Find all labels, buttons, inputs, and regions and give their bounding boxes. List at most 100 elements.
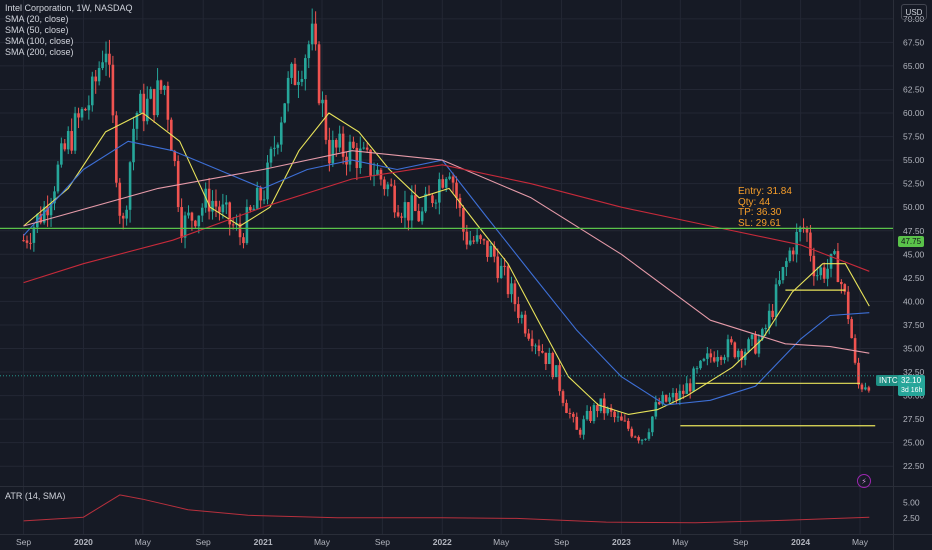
candle-body [702, 358, 706, 361]
candle-body [640, 439, 644, 441]
y-tick-label: 25.00 [903, 438, 925, 448]
candle-body [386, 184, 390, 190]
last-price: 32.10 [901, 376, 922, 385]
y-tick-label: 32.50 [903, 367, 925, 377]
candle-body [451, 176, 455, 183]
candle-body [400, 216, 403, 218]
candle-body [259, 187, 262, 201]
candle-body [592, 405, 596, 422]
candle-body [706, 353, 709, 359]
candle-body [736, 350, 740, 358]
legend-sma100[interactable]: SMA (100, close) [5, 36, 74, 46]
ticker-tag: INTC [876, 375, 901, 386]
candle-body [365, 147, 369, 150]
candle-body [255, 187, 259, 209]
candle-body [328, 139, 331, 164]
y-tick-label: 55.00 [903, 155, 925, 165]
candle-body [94, 76, 98, 82]
candle-body [262, 199, 266, 201]
candle-body [537, 345, 541, 352]
legend-sma20[interactable]: SMA (20, close) [5, 14, 69, 24]
candle-body [66, 131, 70, 150]
candle-body [767, 310, 771, 329]
atr-legend[interactable]: ATR (14, SMA) [5, 491, 66, 501]
sma-line-3 [23, 150, 870, 354]
candle-body [63, 143, 67, 150]
candle-body [142, 93, 146, 122]
candle-body [620, 416, 623, 421]
candle-body [857, 362, 860, 385]
candle-body [348, 141, 352, 165]
candle-body [338, 133, 341, 148]
candle-body [166, 85, 170, 120]
candle-body [530, 338, 534, 347]
candle-body [362, 147, 366, 149]
y-tick-label: 70.00 [903, 14, 925, 24]
candles [22, 8, 871, 445]
candle-body [754, 334, 757, 354]
candle-body [475, 235, 479, 242]
candle-body [860, 384, 864, 390]
candle-body [283, 103, 287, 123]
candle-body [190, 212, 194, 221]
candle-body [575, 416, 579, 430]
candle-body [53, 191, 56, 204]
candle-body [218, 206, 221, 213]
candle-body [413, 195, 417, 211]
chart-legend: Intel Corporation, 1W, NASDAQ SMA (20, c… [5, 3, 133, 58]
candle-body [644, 438, 647, 440]
candle-body [286, 77, 290, 104]
candle-body [582, 419, 585, 435]
candle-body [145, 98, 149, 122]
candle-body [111, 64, 115, 116]
y-tick-label: 42.50 [903, 273, 925, 283]
candle-body [791, 250, 795, 255]
candle-body [293, 63, 297, 85]
candle-body [850, 319, 853, 339]
trade-annotation: Entry: 31.84 Qty: 44 TP: 36.30 SL: 29.61 [738, 186, 792, 229]
candle-body [39, 214, 43, 223]
candle-body [637, 437, 640, 441]
lightning-icon[interactable]: ⚡ [857, 474, 871, 488]
candle-body [506, 266, 510, 295]
candle-body [84, 108, 87, 111]
currency-button[interactable]: USD [901, 4, 927, 20]
trade-tp: TP: 36.30 [738, 207, 782, 218]
legend-sma200[interactable]: SMA (200, close) [5, 47, 74, 57]
candle-body [699, 360, 702, 369]
candle-body [695, 368, 699, 370]
candle-body [496, 256, 500, 279]
candle-body [383, 179, 386, 190]
candle-body [444, 178, 448, 188]
x-tick-label: Sep [375, 537, 390, 547]
candle-body [517, 304, 520, 318]
legend-title[interactable]: Intel Corporation, 1W, NASDAQ [5, 3, 133, 13]
candle-body [49, 203, 53, 216]
legend-sma50[interactable]: SMA (50, close) [5, 25, 69, 35]
candle-body [197, 215, 201, 227]
candle-body [520, 314, 524, 318]
trade-sl: SL: 29.61 [738, 217, 781, 229]
candle-body [176, 161, 180, 208]
candle-body [558, 365, 561, 392]
candle-body [434, 202, 438, 204]
atr-y-tick-label: 2.50 [903, 513, 920, 523]
candle-body [623, 420, 627, 422]
candle-body [795, 231, 798, 255]
candle-body [396, 212, 400, 217]
candle-body [441, 179, 445, 188]
candle-body [788, 250, 792, 262]
y-tick-label: 62.50 [903, 84, 925, 94]
candle-body [352, 141, 355, 148]
candle-body [867, 387, 871, 391]
candle-body [410, 195, 414, 221]
trade-entry: Entry: 31.84 [738, 186, 792, 197]
candle-body [544, 352, 548, 365]
candle-body [304, 58, 307, 80]
candle-body [22, 240, 25, 242]
candle-body [231, 224, 235, 226]
candle-body [664, 394, 668, 402]
candle-body [568, 412, 572, 414]
candle-body [589, 410, 592, 422]
